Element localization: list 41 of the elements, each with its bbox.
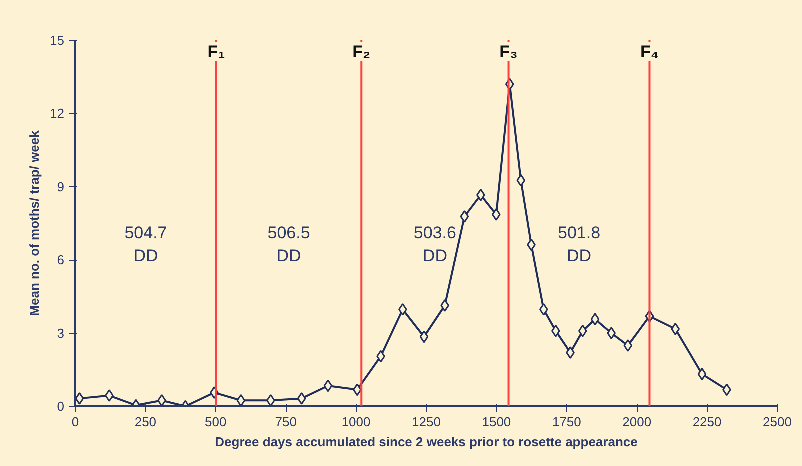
point bbox=[297, 392, 306, 405]
point bbox=[420, 330, 429, 344]
point bbox=[324, 380, 333, 392]
annotation: 501.8 DD bbox=[558, 224, 601, 266]
x-tick-label: 1750 bbox=[552, 414, 582, 430]
x-tick-label: 2000 bbox=[622, 414, 652, 430]
ref-line-label: F₃ bbox=[500, 42, 518, 62]
point bbox=[236, 394, 246, 406]
annotation: 506.5 DD bbox=[268, 224, 310, 266]
point bbox=[578, 324, 588, 338]
point bbox=[516, 174, 526, 187]
x-axis-title: Degree days accumulated since 2 weeks prior to rosette appearance bbox=[215, 434, 638, 450]
y-tick-label: 6 bbox=[57, 252, 65, 268]
x-tick-label: 250 bbox=[134, 414, 157, 430]
y-tick-label: 15 bbox=[50, 33, 65, 48]
point bbox=[398, 303, 408, 316]
y-tick-label: 3 bbox=[57, 326, 65, 341]
y-tick-label: 9 bbox=[57, 179, 65, 194]
point bbox=[460, 210, 470, 223]
y-tick-label: 12 bbox=[50, 106, 65, 122]
x-tick-label: 1250 bbox=[412, 414, 441, 430]
y-tick-label: 0 bbox=[57, 399, 65, 414]
point bbox=[698, 368, 707, 381]
point bbox=[539, 303, 548, 316]
x-tick-label: 1500 bbox=[482, 414, 512, 430]
x-tick-label: 1000 bbox=[342, 414, 371, 430]
annotation: 504.7 DD bbox=[124, 224, 168, 266]
x-tick-label: 0 bbox=[72, 414, 80, 430]
annotation: 503.6 DD bbox=[414, 224, 456, 266]
x-tick-label: 2500 bbox=[763, 414, 792, 430]
point bbox=[266, 394, 276, 406]
ref-line-label: F₁ bbox=[208, 42, 226, 62]
x-tick-label: 750 bbox=[275, 414, 297, 430]
y-axis-title: Mean no. of moths/ trap/ week bbox=[27, 130, 42, 316]
x-tick-label: 500 bbox=[205, 414, 227, 430]
x-tick-label: 2250 bbox=[692, 414, 722, 430]
ref-line-label: F₄ bbox=[640, 42, 659, 62]
point bbox=[624, 339, 633, 352]
ref-line-label: F₂ bbox=[352, 42, 371, 62]
point bbox=[590, 313, 600, 326]
point bbox=[158, 394, 166, 406]
